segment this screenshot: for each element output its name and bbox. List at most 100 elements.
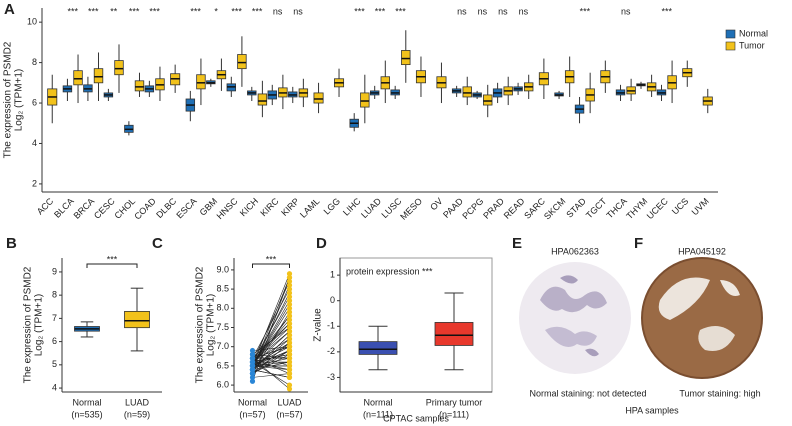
point	[286, 336, 293, 342]
x-tick-note: (n=57)	[276, 409, 302, 419]
point	[286, 386, 293, 392]
y-axis-label: The expression of PSMD2	[3, 41, 14, 158]
x-tick-note: (n=59)	[124, 409, 150, 419]
significance: ns	[273, 6, 283, 16]
y-tick-label: 7.5	[216, 322, 229, 332]
pair-line	[252, 361, 290, 367]
significance: ***	[395, 6, 406, 16]
box	[73, 70, 83, 86]
pair-line	[252, 350, 290, 374]
y-axis-label: Z-value	[313, 308, 324, 342]
x-tick-note: (n=111)	[439, 409, 469, 419]
box	[434, 322, 474, 346]
pair-line	[252, 304, 290, 367]
x-tick-note: (n=535)	[71, 409, 102, 419]
y-tick-label: -2	[327, 346, 335, 356]
pair-line	[252, 277, 290, 382]
annotation: protein expression ***	[346, 266, 433, 276]
image-caption: Tumor staining: high	[679, 388, 760, 398]
point	[286, 374, 293, 381]
x-tick-label: Normal	[363, 397, 392, 407]
box	[401, 50, 411, 66]
significance: **	[110, 6, 118, 16]
point	[249, 374, 256, 381]
pair-line	[252, 327, 290, 363]
significance: ***	[67, 6, 78, 16]
point	[286, 355, 293, 361]
legend-swatch	[725, 41, 736, 51]
point	[249, 370, 256, 377]
significance: ***	[354, 6, 365, 16]
point	[249, 378, 256, 384]
point	[286, 274, 293, 281]
x-tick-label: Primary tumor	[426, 397, 483, 407]
panel-label: A	[4, 1, 15, 18]
point	[249, 363, 256, 369]
y-axis-label: Log₂ (TPM+1)	[14, 69, 25, 132]
box	[124, 311, 150, 329]
legend-label: Normal	[739, 28, 768, 38]
panel-label: C	[152, 235, 163, 252]
ihc-image-normal	[519, 262, 631, 374]
box	[313, 92, 324, 104]
image-id: HPA045192	[678, 246, 726, 256]
y-tick-label: 7	[52, 313, 57, 323]
significance: ns	[519, 6, 529, 16]
point	[286, 278, 293, 285]
point	[286, 317, 293, 323]
y-tick-label: 8.0	[216, 303, 229, 313]
point	[249, 355, 256, 361]
box	[134, 80, 145, 92]
pair-line	[252, 323, 290, 359]
point	[286, 351, 293, 357]
pair-line	[252, 373, 290, 378]
images-caption: HPA samples	[625, 405, 679, 415]
y-axis-label: Log₂ (TPM+1)	[206, 294, 217, 357]
pair-line	[252, 288, 290, 359]
significance: ns	[457, 6, 467, 16]
point	[286, 344, 293, 350]
y-tick-label: 9.0	[216, 264, 229, 274]
pair-line	[252, 273, 290, 367]
y-axis-label: The expression of PSMD2	[195, 266, 206, 383]
point	[249, 367, 256, 373]
y-tick-label: 2	[32, 178, 37, 188]
y-tick-label: 8	[32, 57, 37, 67]
image-id: HPA062363	[551, 246, 599, 256]
significance: ***	[662, 6, 673, 16]
significance: ***	[231, 6, 242, 16]
y-tick-label: 4	[52, 382, 57, 392]
box	[237, 54, 247, 70]
point	[286, 347, 293, 354]
significance: ***	[129, 6, 140, 16]
panel-label: B	[6, 235, 17, 252]
box	[462, 86, 472, 98]
significance: ns	[293, 6, 303, 16]
point	[286, 324, 293, 331]
point	[286, 367, 293, 373]
ihc-image-tumor	[641, 257, 763, 379]
significance: ***	[149, 6, 160, 16]
legend-label: Tumor	[739, 40, 765, 50]
y-tick-label: 10	[27, 17, 37, 27]
point	[286, 328, 293, 334]
pair-line	[252, 346, 290, 351]
y-tick-label: 1	[330, 270, 335, 280]
x-tick-note: (n=57)	[239, 409, 265, 419]
x-tick-label: LUAD	[277, 397, 302, 407]
pair-line	[252, 357, 290, 374]
box	[93, 68, 104, 84]
y-tick-label: -3	[327, 372, 335, 382]
point	[286, 305, 293, 311]
significance: ***	[252, 6, 263, 16]
point	[286, 340, 293, 346]
box	[257, 93, 268, 106]
point	[286, 301, 293, 308]
x-axis-label: CPTAC samples	[383, 413, 449, 423]
point	[249, 347, 256, 354]
point	[286, 309, 293, 315]
annotation: ***	[266, 254, 277, 264]
point	[286, 321, 293, 327]
annotation: ***	[107, 254, 118, 264]
